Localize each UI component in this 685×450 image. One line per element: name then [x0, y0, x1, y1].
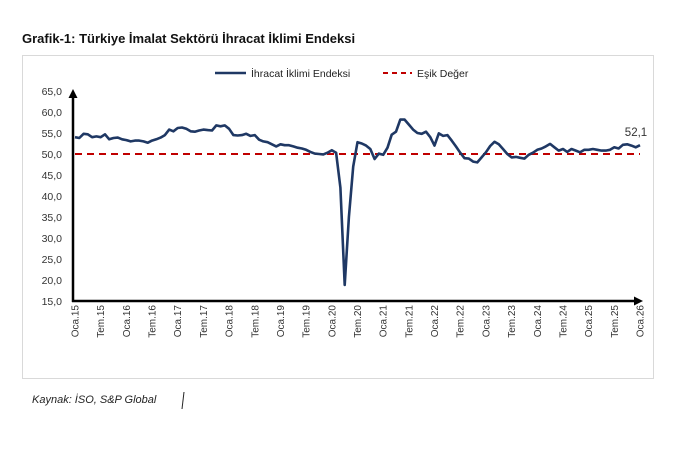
x-tick-label: Tem.23: [507, 305, 518, 338]
legend-label-ihracat: İhracat İklimi Endeksi: [251, 67, 350, 80]
x-tick-label: Oca.21: [379, 305, 390, 338]
x-tick-label: Tem.25: [610, 305, 621, 338]
y-tick-label: 60,0: [42, 107, 63, 119]
x-tick-label: Oca.20: [327, 305, 338, 338]
text-cursor: [181, 391, 185, 410]
y-tick-label: 25,0: [42, 254, 63, 266]
chart-frame: [22, 55, 654, 379]
y-tick-label: 35,0: [42, 212, 63, 224]
x-tick-label: Oca.19: [276, 305, 287, 338]
x-tick-label: Tem.17: [199, 305, 210, 338]
y-tick-label: 40,0: [42, 191, 63, 203]
x-tick-label: Oca.26: [636, 305, 647, 338]
x-tick-label: Oca.22: [430, 305, 441, 338]
y-tick-label: 20,0: [42, 275, 63, 287]
legend-label-esik: Eşik Değer: [417, 68, 469, 80]
y-tick-label: 15,0: [42, 296, 63, 308]
x-tick-label: Oca.23: [481, 305, 492, 338]
x-tick-label: Oca.18: [225, 305, 236, 338]
x-tick-label: Tem.15: [96, 305, 107, 338]
x-tick-label: Tem.16: [148, 305, 159, 338]
x-tick-label: Oca.17: [173, 305, 184, 338]
series-line-ihracat-iklimi: [74, 118, 641, 287]
x-tick-label: Oca.16: [122, 305, 133, 338]
x-tick-label: Tem.18: [250, 305, 261, 338]
y-axis-arrow: [68, 89, 78, 98]
x-tick-label: Tem.24: [558, 305, 569, 338]
x-tick-label: Oca.24: [533, 305, 544, 338]
last-value-label: 52,1: [625, 127, 647, 139]
chart-title: Grafik-1: Türkiye İmalat Sektörü İhracat…: [22, 31, 356, 46]
y-tick-label: 45,0: [42, 170, 63, 182]
x-tick-label: Tem.21: [404, 305, 415, 338]
y-tick-label: 55,0: [42, 128, 63, 140]
x-tick-label: Tem.22: [456, 305, 467, 338]
y-tick-label: 50,0: [42, 149, 63, 161]
source-note: Kaynak: İSO, S&P Global: [32, 394, 157, 406]
y-tick-label: 30,0: [42, 233, 63, 245]
x-tick-label: Tem.19: [302, 305, 313, 338]
x-tick-label: Oca.15: [71, 305, 82, 338]
y-tick-label: 65,0: [42, 86, 63, 98]
x-tick-label: Oca.25: [584, 305, 595, 338]
x-tick-label: Tem.20: [353, 305, 364, 338]
x-axis-arrow: [634, 296, 643, 306]
